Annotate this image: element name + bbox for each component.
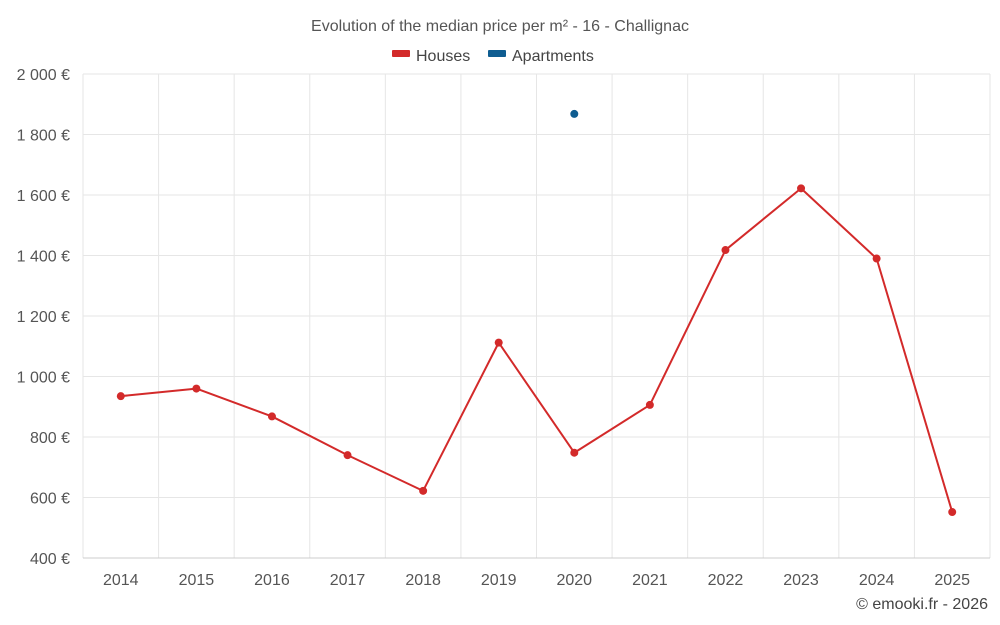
x-gridlines [82, 74, 991, 558]
data-point-houses[interactable] [116, 392, 125, 401]
data-point-houses[interactable] [570, 448, 579, 457]
data-point-houses[interactable] [494, 338, 503, 347]
x-tick-label: 2014 [103, 572, 139, 589]
x-tick-label: 2019 [481, 572, 517, 589]
x-tick-label: 2015 [179, 572, 215, 589]
x-tick-label: 2017 [330, 572, 366, 589]
x-tick-label: 2016 [254, 572, 290, 589]
legend-swatch-houses [392, 50, 410, 57]
credit-text: © emooki.fr - 2026 [856, 596, 988, 613]
series-layer [116, 109, 957, 517]
x-tick-label: 2018 [405, 572, 441, 589]
data-point-houses[interactable] [419, 486, 428, 495]
data-point-houses[interactable] [645, 400, 654, 409]
legend-swatch-apartments [488, 50, 506, 57]
data-point-houses[interactable] [872, 254, 881, 263]
y-tick-label: 800 € [30, 430, 70, 447]
y-tick-label: 2 000 € [17, 67, 70, 84]
data-point-houses[interactable] [192, 384, 201, 393]
legend-label-houses: Houses [416, 48, 470, 65]
y-axis-ticks: 2 000 € 1 800 € 1 600 € 1 400 € 1 200 € 1 000… [17, 67, 70, 568]
chart-title: Evolution of the median price per m² - 1… [311, 18, 689, 35]
y-tick-label: 400 € [30, 551, 70, 568]
x-tick-label: 2022 [708, 572, 744, 589]
y-tick-label: 600 € [30, 491, 70, 508]
legend-item-houses[interactable]: Houses [392, 48, 470, 65]
y-tick-label: 1 600 € [17, 188, 70, 205]
x-tick-label: 2020 [556, 572, 592, 589]
x-tick-label: 2024 [859, 572, 895, 589]
data-point-houses[interactable] [343, 451, 352, 460]
x-tick-label: 2023 [783, 572, 819, 589]
x-tick-label: 2021 [632, 572, 668, 589]
legend-item-apartments[interactable]: Apartments [488, 48, 594, 65]
legend: Houses Apartments [392, 48, 594, 65]
data-point-apartments[interactable] [570, 109, 579, 118]
series-line-houses [120, 187, 954, 513]
y-tick-label: 1 200 € [17, 309, 70, 326]
y-tick-label: 1 800 € [17, 128, 70, 145]
data-point-houses[interactable] [721, 246, 730, 255]
x-axis-ticks: 2014 2015 2016 2017 2018 2019 2020 2021 2022 2023… [103, 572, 970, 589]
data-point-houses[interactable] [797, 184, 806, 193]
data-point-houses[interactable] [267, 412, 276, 421]
data-point-houses[interactable] [948, 508, 957, 517]
x-tick-label: 2025 [934, 572, 970, 589]
y-tick-label: 1 000 € [17, 370, 70, 387]
y-tick-label: 1 400 € [17, 249, 70, 266]
legend-label-apartments: Apartments [512, 48, 594, 65]
